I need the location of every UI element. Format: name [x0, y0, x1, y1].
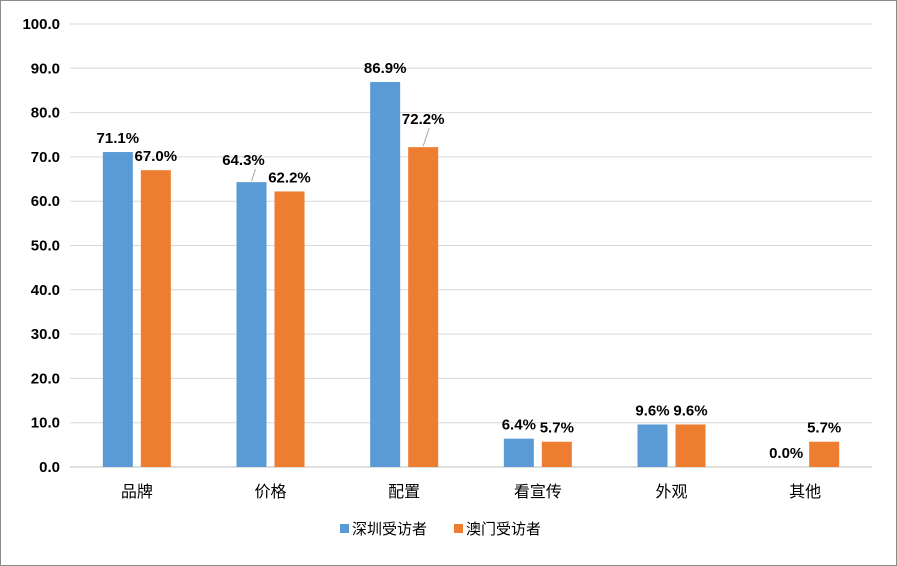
bar-shenzhen [236, 182, 267, 467]
bar-macau [274, 191, 305, 468]
y-tick-label: 10.0 [31, 415, 60, 432]
data-label: 64.3% [222, 152, 265, 169]
category-label: 看宣传 [514, 482, 562, 501]
data-label: 9.6% [673, 402, 707, 419]
y-tick-label: 30.0 [31, 326, 60, 343]
bar-shenzhen [503, 438, 534, 467]
category-label: 配置 [388, 482, 420, 501]
y-tick-label: 70.0 [31, 149, 60, 166]
data-label: 5.7% [540, 420, 574, 437]
bar-macau [140, 170, 171, 467]
data-label: 71.1% [97, 130, 140, 147]
gridlines [70, 23, 872, 468]
legend-label: 澳门受访者 [466, 520, 541, 538]
data-label-leader-line [422, 127, 430, 147]
bar-shenzhen [102, 152, 133, 468]
legend-swatch [340, 524, 349, 533]
legend: 深圳受访者 澳门受访者 [340, 520, 541, 538]
y-tick-label: 50.0 [31, 238, 60, 255]
y-tick-label: 0.0 [39, 459, 60, 476]
bar-shenzhen [370, 82, 401, 468]
legend-label: 深圳受访者 [352, 520, 427, 538]
data-label: 6.4% [502, 417, 536, 434]
data-label: 0.0% [769, 445, 803, 462]
bar-macau [541, 441, 572, 467]
y-axis-ticks: 0.0 10.0 20.0 30.0 40.0 50.0 60.0 70.0 80.0 90.0 1… [22, 16, 60, 476]
bar-macau [809, 441, 840, 467]
y-tick-label: 20.0 [31, 370, 60, 387]
data-label-leader-line [251, 168, 256, 182]
legend-swatch [454, 524, 463, 533]
data-label: 9.6% [635, 402, 669, 419]
data-label: 62.2% [268, 169, 311, 186]
y-tick-label: 40.0 [31, 282, 60, 299]
category-label: 价格 [254, 482, 286, 501]
y-tick-label: 90.0 [31, 60, 60, 77]
bar-macau [675, 424, 706, 467]
data-label: 72.2% [402, 111, 445, 128]
data-labels: 71.1%67.0% 64.3%62.2%86.9%72.2%6.4% 5.7%9.… [97, 60, 842, 462]
bar-shenzhen [637, 424, 668, 467]
y-tick-label: 60.0 [31, 193, 60, 210]
data-label: 67.0% [135, 148, 178, 165]
category-label: 品牌 [121, 482, 153, 501]
data-label: 86.9% [364, 60, 407, 77]
bars [102, 82, 840, 468]
y-tick-label: 80.0 [31, 105, 60, 122]
x-axis-categories: 品牌 价格 配置 看宣传 外观 其他 [121, 482, 821, 501]
data-label: 5.7% [807, 420, 841, 437]
category-label: 外观 [655, 482, 687, 501]
bar-macau [408, 147, 439, 468]
y-tick-label: 100.0 [22, 16, 60, 33]
category-label: 其他 [789, 482, 821, 501]
